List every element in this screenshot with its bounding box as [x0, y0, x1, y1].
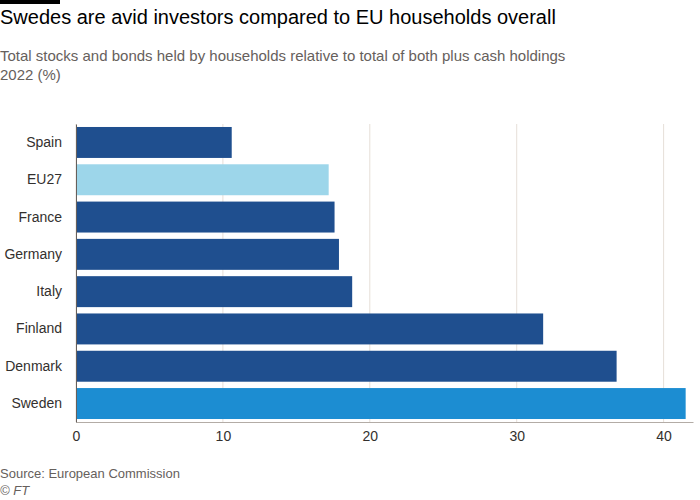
- credit: © FT: [0, 483, 30, 498]
- bar: [76, 276, 352, 307]
- y-axis-line: [76, 125, 77, 423]
- y-tick: France: [18, 209, 76, 225]
- x-axis: 0 10 20 30 40: [73, 422, 694, 444]
- bar: [76, 313, 543, 344]
- y-tick: EU27: [27, 171, 76, 187]
- bar: [76, 388, 686, 419]
- x-tick-label: 40: [656, 428, 672, 444]
- bars: [76, 127, 686, 419]
- bar: [76, 164, 329, 195]
- grid-line: [663, 124, 664, 422]
- y-tick-label: France: [18, 209, 62, 225]
- y-tick-label: Sweden: [11, 395, 62, 411]
- grid-line: [76, 124, 77, 422]
- bar: [76, 351, 617, 382]
- y-tick-label: Finland: [16, 320, 62, 336]
- title: Swedes are avid investors compared to EU…: [0, 6, 556, 28]
- y-tick-label: Italy: [36, 283, 62, 299]
- grid: [76, 124, 664, 422]
- y-tick-label: EU27: [27, 171, 62, 187]
- y-tick: Sweden: [11, 395, 76, 411]
- y-axis: Spain EU27 France Germany Italy Finland Denmar…: [4, 125, 76, 423]
- x-axis-line: [77, 422, 694, 423]
- x-tick-label: 20: [363, 428, 379, 444]
- y-tick: Spain: [26, 134, 76, 150]
- y-tick-label: Germany: [4, 246, 62, 262]
- x-tick: 20: [363, 422, 379, 444]
- bar: [76, 239, 339, 270]
- x-tick: 40: [656, 422, 672, 444]
- y-tick-label: Denmark: [5, 358, 63, 374]
- source: Source: European Commission: [0, 466, 180, 481]
- y-tick: Denmark: [5, 358, 76, 374]
- subtitle: 2022 (%): [0, 66, 61, 83]
- y-tick: Germany: [4, 246, 76, 262]
- x-tick-label: 0: [73, 428, 81, 444]
- subtitle: Total stocks and bonds held by household…: [0, 47, 565, 64]
- y-tick-label: Spain: [26, 134, 62, 150]
- accent-bar: [0, 0, 60, 4]
- x-tick: 0: [73, 422, 81, 444]
- x-tick-label: 10: [216, 428, 232, 444]
- bar: [76, 202, 335, 233]
- x-tick-label: 30: [509, 428, 525, 444]
- bar: [76, 127, 232, 158]
- x-tick: 10: [216, 422, 232, 444]
- y-tick: Finland: [16, 320, 76, 336]
- chart: Swedes are avid investors compared to EU…: [0, 0, 700, 500]
- x-tick: 30: [509, 422, 525, 444]
- y-tick: Italy: [36, 283, 76, 299]
